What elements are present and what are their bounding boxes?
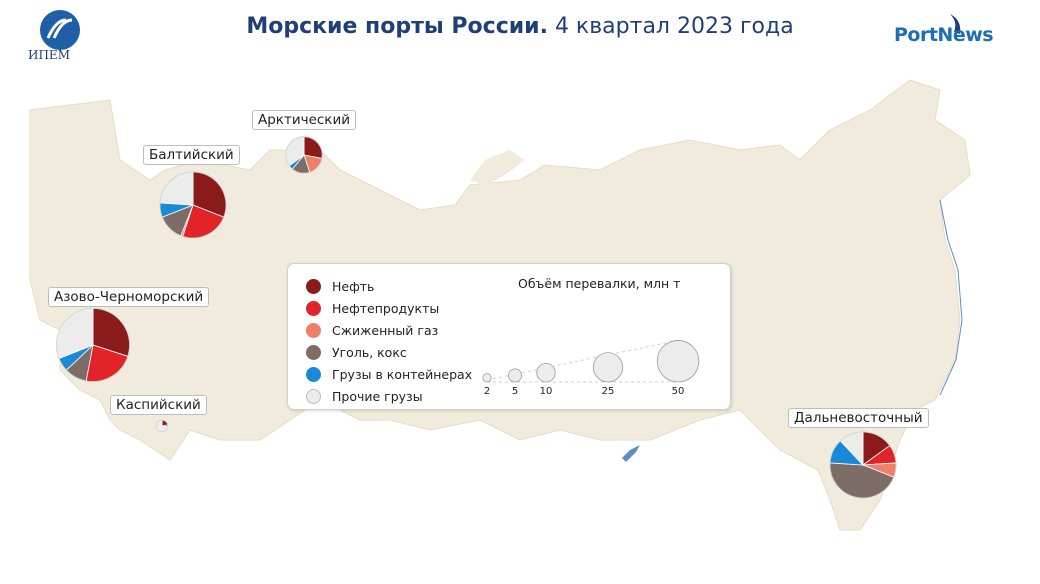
- legend-item-other: Прочие грузы: [306, 386, 423, 406]
- lng-swatch: [306, 322, 321, 338]
- size-label-10: 10: [539, 386, 553, 397]
- size-label-2: 2: [483, 386, 491, 397]
- novaya-zemlya: [470, 150, 525, 185]
- legend-label: Уголь, кокс: [332, 344, 407, 360]
- pie-outline-far-east: [829, 431, 897, 499]
- legend-label: Нефть: [332, 278, 375, 294]
- legend-label: Прочие грузы: [332, 388, 423, 404]
- legend-label: Сжиженный газ: [332, 322, 439, 338]
- port-label-arctic: Арктический: [252, 110, 357, 130]
- legend-item-lng: Сжиженный газ: [306, 320, 438, 340]
- other-swatch: [306, 388, 321, 404]
- legend-label: Грузы в контейнерах: [332, 366, 473, 382]
- title-rest: 4 квартал 2023 года: [554, 14, 794, 39]
- port-label-far-east: Дальневосточный: [788, 408, 929, 428]
- sakhalin-island: [900, 250, 915, 340]
- ipem-logo-text: ИПЕМ: [28, 48, 70, 62]
- size-legend-title: Объём перевалки, млн т: [518, 276, 681, 291]
- port-label-baltic: Балтийский: [143, 145, 240, 165]
- pie-azov-black-sea: [55, 307, 131, 383]
- size-circle-2: [482, 373, 492, 383]
- legend-label: Нефтепродукты: [332, 300, 440, 316]
- pie-far-east: [829, 431, 897, 499]
- pie-baltic: [159, 171, 227, 239]
- legend-box: Нефть Нефтепродукты Сжиженный газ Уголь,…: [287, 263, 731, 410]
- oil-products-swatch: [306, 300, 321, 316]
- coal-swatch: [306, 344, 321, 360]
- legend-item-oil-products: Нефтепродукты: [306, 298, 439, 318]
- legend-item-coal: Уголь, кокс: [306, 342, 407, 362]
- size-label-5: 5: [511, 386, 519, 397]
- size-circle-50: [656, 340, 700, 383]
- port-label-caspian: Каспийский: [110, 395, 207, 415]
- lake-baikal: [622, 445, 640, 462]
- containers-swatch: [306, 366, 321, 382]
- pie-outline-arctic: [285, 136, 323, 174]
- oil-swatch: [306, 278, 321, 294]
- size-label-25: 25: [601, 386, 615, 397]
- legend-item-containers: Грузы в контейнерах: [306, 364, 472, 384]
- size-circle-10: [536, 363, 556, 383]
- page-title: Морские порты России. 4 квартал 2023 год…: [0, 14, 1040, 39]
- ipem-logo-icon: [40, 10, 80, 50]
- pie-outline-baltic: [159, 171, 227, 239]
- size-legend: [482, 339, 700, 383]
- pie-outline-azov-black-sea: [55, 307, 131, 383]
- pie-arctic: [285, 136, 323, 174]
- port-label-azov-black-sea: Азово-Черноморский: [48, 287, 210, 307]
- legend-item-oil: Нефть: [306, 276, 374, 296]
- portnews-logo-text: PortNews: [894, 24, 994, 46]
- pie-charts: [55, 136, 897, 499]
- kamchatka-coast: [939, 199, 963, 396]
- size-circle-5: [508, 368, 522, 383]
- size-label-50: 50: [671, 386, 685, 397]
- size-circle-25: [592, 352, 624, 383]
- title-bold: Морские порты России.: [246, 14, 548, 39]
- pie-outline-caspian: [155, 419, 169, 433]
- portnews-logo-icon: [950, 14, 961, 34]
- pie-caspian: [155, 419, 169, 433]
